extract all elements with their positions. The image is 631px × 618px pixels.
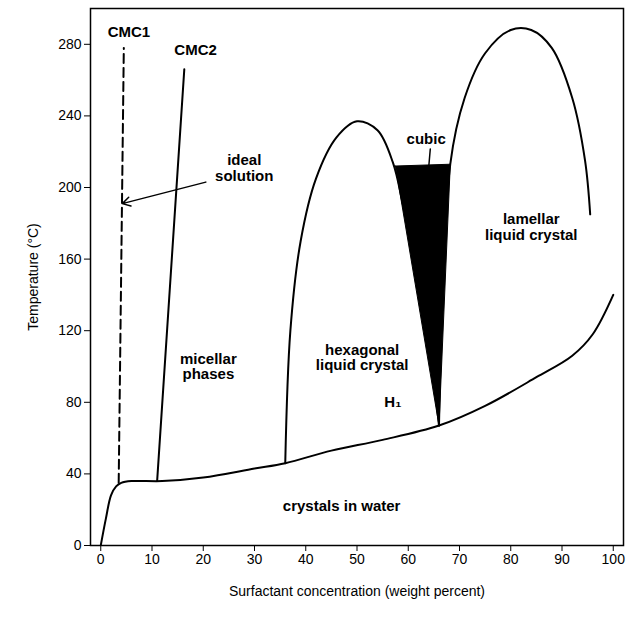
svg-text:100: 100 [602, 551, 626, 567]
svg-text:240: 240 [58, 107, 82, 123]
svg-text:Temperature (°C): Temperature (°C) [25, 223, 41, 331]
svg-text:10: 10 [144, 551, 160, 567]
svg-text:CMC2: CMC2 [174, 41, 217, 58]
svg-text:60: 60 [400, 551, 416, 567]
svg-text:hexagonalliquid crystal: hexagonalliquid crystal [316, 341, 409, 374]
svg-text:40: 40 [66, 465, 82, 481]
svg-text:200: 200 [58, 179, 82, 195]
svg-text:30: 30 [247, 551, 263, 567]
svg-text:80: 80 [503, 551, 519, 567]
svg-text:90: 90 [554, 551, 570, 567]
svg-text:160: 160 [58, 251, 82, 267]
svg-text:H₁: H₁ [384, 393, 401, 410]
svg-text:20: 20 [195, 551, 211, 567]
svg-text:280: 280 [58, 36, 82, 52]
svg-text:idealsolution: idealsolution [215, 151, 273, 184]
svg-text:micellarphases: micellarphases [180, 350, 237, 383]
svg-text:120: 120 [58, 322, 82, 338]
svg-text:80: 80 [66, 394, 82, 410]
svg-text:lamellarliquid crystal: lamellarliquid crystal [485, 210, 578, 243]
svg-text:cubic: cubic [407, 130, 446, 147]
svg-text:crystals in water: crystals in water [283, 497, 401, 514]
svg-text:40: 40 [298, 551, 314, 567]
svg-text:70: 70 [452, 551, 468, 567]
svg-text:0: 0 [97, 551, 105, 567]
svg-text:50: 50 [349, 551, 365, 567]
svg-text:Surfactant concentration (weig: Surfactant concentration (weight percent… [229, 583, 485, 599]
svg-text:0: 0 [74, 537, 82, 553]
svg-text:CMC1: CMC1 [108, 23, 151, 40]
